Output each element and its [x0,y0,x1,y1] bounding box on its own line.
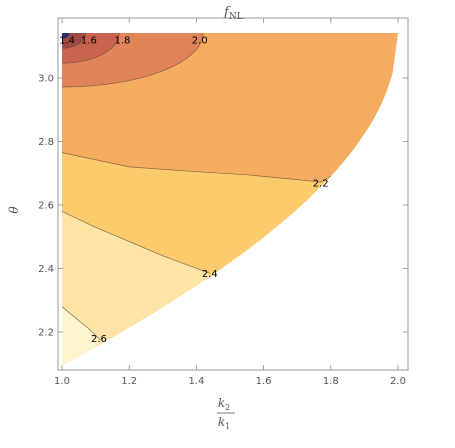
plot-frame [57,17,409,371]
contour-2.4 [61,211,210,274]
contour-label-1.4: 1.4 [59,35,75,46]
contour-1.4 [62,33,70,40]
chart-title: fNL [223,5,243,22]
y-tick-label: 2.6 [38,201,54,212]
y-axis-ticks: 2.2 2.4 2.6 2.8 3.0 [38,73,408,339]
x-tick-label: 1.6 [256,376,272,387]
y-axis-label: θ [7,206,21,214]
x-tick-label: 1.0 [54,376,70,387]
x-tick-label: 1.4 [188,376,204,387]
contour-label-2.0: 2.0 [192,35,208,46]
x-tick-label: 2.0 [390,376,406,387]
band-below-1.4 [62,33,70,39]
y-tick-label: 2.4 [38,264,54,275]
x-axis-ticks: 1.0 1.2 1.4 1.6 1.8 2.0 [54,18,406,387]
contour-2.6 [61,306,101,341]
contour-label-2.2: 2.2 [313,178,329,189]
chart-title-main: f [223,5,231,20]
x-label-num-sub: 2 [225,403,230,412]
x-tick-label: 1.2 [121,376,137,387]
x-axis-label: k2 k1 [217,396,235,431]
contour-bands [62,33,398,366]
contour-value-labels: 1.4 1.6 1.8 2.0 2.2 2.4 2.6 [59,35,329,345]
band-above-2.6 [62,306,101,366]
contour-label-1.8: 1.8 [115,35,131,46]
contour-2.2 [61,152,331,183]
contour-lines [61,32,331,341]
y-tick-label: 3.0 [38,73,54,84]
x-label-den-sub: 1 [225,422,230,431]
contour-1.8 [61,32,120,64]
x-tick-label: 1.8 [323,376,339,387]
contour-label-2.4: 2.4 [202,269,218,280]
contour-label-1.6: 1.6 [81,35,97,46]
chart-title-sub: NL [229,12,243,22]
band-2.4-2.6 [62,211,210,366]
x-label-numerator: k2 [218,396,230,412]
y-tick-label: 2.8 [38,137,54,148]
x-label-num-k: k [218,396,225,410]
x-label-denominator: k1 [218,415,230,431]
y-tick-label: 2.2 [38,328,54,339]
contour-2.0 [61,32,204,88]
contour-label-2.6: 2.6 [91,334,107,345]
x-label-den-k: k [218,415,225,429]
contour-1.6 [62,33,86,49]
